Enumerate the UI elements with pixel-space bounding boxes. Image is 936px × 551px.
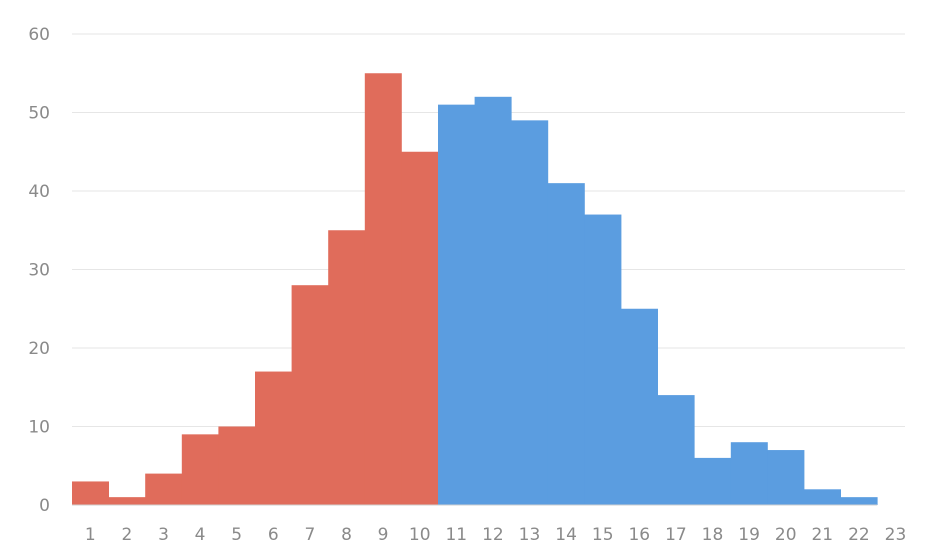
- bar-19: [730, 442, 768, 505]
- bar-10: [401, 151, 439, 505]
- x-tick-label-5: 5: [231, 525, 242, 545]
- bar-13: [511, 120, 549, 505]
- bar-3: [145, 473, 183, 505]
- x-tick-label-11: 11: [445, 525, 467, 545]
- bar-7: [291, 285, 329, 505]
- x-tick-label-21: 21: [811, 525, 833, 545]
- x-tick-label-3: 3: [158, 525, 169, 545]
- x-tick-label-7: 7: [304, 525, 315, 545]
- y-tick-label-10: 10: [28, 418, 50, 438]
- bars: [72, 73, 878, 506]
- y-tick-label-0: 0: [39, 496, 50, 516]
- x-tick-label-9: 9: [378, 525, 389, 545]
- bar-5: [218, 426, 256, 505]
- bar-21: [804, 489, 841, 505]
- bar-4: [181, 434, 219, 505]
- y-axis-tick-labels: 0 10 20 30 40 50 60: [28, 25, 50, 516]
- x-tick-label-19: 19: [738, 525, 760, 545]
- x-tick-label-17: 17: [665, 525, 687, 545]
- x-tick-label-6: 6: [268, 525, 279, 545]
- y-tick-label-30: 30: [28, 261, 50, 281]
- x-axis-tick-labels: 1 2 3 4 5 6 7 8 9 10 11 12 13 14 15 16 17 18 19 20 21 22 23: [85, 525, 906, 545]
- bar-9: [364, 73, 402, 505]
- x-tick-label-23: 23: [885, 525, 907, 545]
- bar-11: [438, 104, 475, 506]
- bar-14: [547, 183, 585, 505]
- y-tick-label-60: 60: [28, 25, 50, 45]
- x-tick-label-22: 22: [848, 525, 870, 545]
- x-tick-label-20: 20: [775, 525, 797, 545]
- bar-6: [255, 371, 292, 505]
- y-tick-label-50: 50: [28, 104, 50, 124]
- bar-2: [108, 497, 146, 505]
- x-tick-label-13: 13: [519, 525, 541, 545]
- x-tick-label-1: 1: [85, 525, 96, 545]
- x-tick-label-15: 15: [592, 525, 614, 545]
- bar-8: [328, 230, 366, 505]
- y-tick-label-20: 20: [28, 339, 50, 359]
- x-tick-label-4: 4: [195, 525, 206, 545]
- bar-1: [72, 481, 109, 505]
- bar-15: [584, 214, 622, 506]
- bar-12: [474, 96, 512, 506]
- x-tick-label-14: 14: [555, 525, 577, 545]
- x-tick-label-8: 8: [341, 525, 352, 545]
- x-tick-label-10: 10: [409, 525, 431, 545]
- x-tick-label-16: 16: [628, 525, 650, 545]
- x-tick-label-18: 18: [702, 525, 724, 545]
- bar-17: [657, 395, 695, 505]
- bar-20: [767, 450, 805, 505]
- x-tick-label-2: 2: [121, 525, 132, 545]
- bar-18: [694, 457, 732, 505]
- y-tick-label-40: 40: [28, 182, 50, 202]
- x-tick-label-12: 12: [482, 525, 504, 545]
- bar-22: [840, 497, 878, 505]
- bar-16: [621, 308, 658, 505]
